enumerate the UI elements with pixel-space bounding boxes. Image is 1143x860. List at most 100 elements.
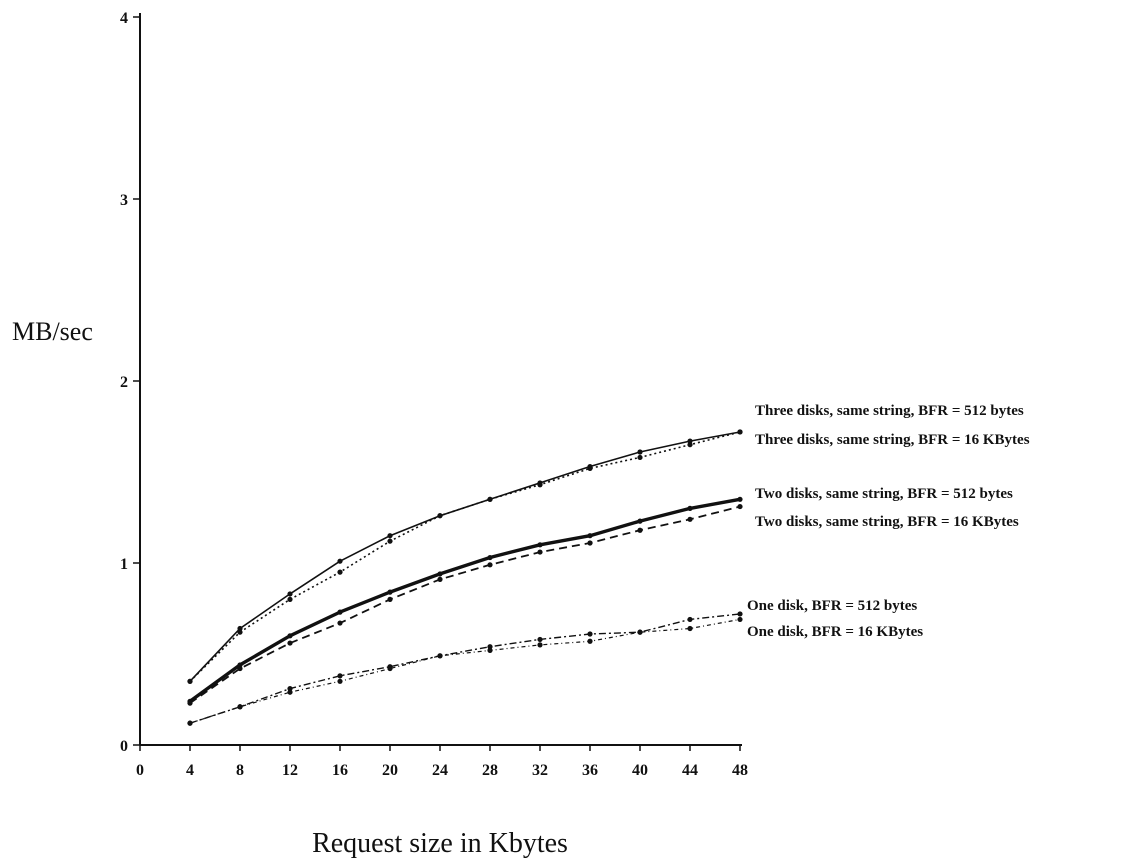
- data-point: [237, 662, 243, 668]
- x-tick-label: 8: [236, 762, 244, 779]
- data-point: [387, 665, 393, 672]
- legend-label: Three disks, same string, BFR = 16 KByte…: [755, 432, 1030, 448]
- data-point: [187, 700, 193, 706]
- data-point: [437, 653, 443, 659]
- y-tick-label: 1: [120, 556, 128, 573]
- y-tick-label: 0: [120, 738, 128, 755]
- x-tick-label: 48: [732, 762, 748, 779]
- data-point: [487, 644, 493, 650]
- x-tick-label: 32: [532, 762, 548, 779]
- data-point: [637, 527, 643, 533]
- x-tick-label: 20: [382, 762, 398, 779]
- x-tick-label: 16: [332, 762, 348, 779]
- series-4: [187, 503, 743, 706]
- data-point: [737, 496, 743, 502]
- data-point: [337, 620, 343, 626]
- data-point: [537, 482, 543, 488]
- data-point: [437, 576, 443, 582]
- data-point: [637, 454, 643, 461]
- data-point: [537, 636, 543, 643]
- data-point: [637, 518, 643, 524]
- data-point: [437, 513, 443, 519]
- series-line: [189, 431, 741, 682]
- data-point: [187, 678, 193, 684]
- data-point: [237, 704, 243, 710]
- data-point: [287, 591, 293, 597]
- x-tick-label: 28: [482, 762, 498, 779]
- data-point: [637, 629, 643, 635]
- data-point: [387, 589, 393, 595]
- data-point: [537, 542, 543, 548]
- y-axis-label: MB/sec: [12, 317, 93, 346]
- data-point: [587, 638, 593, 644]
- data-point: [187, 720, 193, 726]
- data-point: [737, 611, 743, 617]
- x-tick-label: 40: [632, 762, 648, 779]
- data-point: [687, 438, 693, 444]
- data-point: [537, 642, 543, 648]
- data-point: [237, 625, 243, 632]
- data-point: [537, 549, 543, 555]
- x-tick-label: 24: [432, 762, 448, 779]
- data-point: [487, 554, 493, 561]
- series-2: [187, 429, 743, 684]
- data-point: [587, 533, 593, 539]
- x-tick-label: 4: [186, 762, 194, 779]
- x-tick-label: 0: [136, 762, 144, 779]
- data-point: [387, 533, 393, 539]
- data-point: [337, 558, 343, 564]
- data-point: [287, 640, 293, 646]
- data-point: [287, 689, 293, 695]
- data-point: [337, 673, 343, 679]
- series-5: [187, 611, 743, 726]
- data-point: [337, 678, 343, 684]
- y-tick-label: 3: [120, 192, 128, 209]
- data-point: [287, 596, 293, 603]
- legend-label: Three disks, same string, BFR = 512 byte…: [755, 403, 1024, 419]
- data-point: [487, 496, 493, 502]
- data-point: [387, 538, 393, 544]
- data-point: [337, 609, 343, 615]
- y-tick-label: 2: [120, 374, 128, 391]
- data-point: [737, 503, 743, 510]
- series-line: [188, 497, 741, 703]
- data-point: [737, 429, 743, 435]
- legend-label: Two disks, same string, BFR = 16 KBytes: [755, 514, 1019, 530]
- data-point: [587, 465, 593, 471]
- data-point: [287, 685, 293, 692]
- data-point: [487, 562, 493, 568]
- y-tick-label: 4: [120, 10, 128, 27]
- legend: Three disks, same string, BFR = 512 byte…: [747, 403, 1030, 640]
- x-tick-label: 12: [282, 762, 298, 779]
- data-point: [637, 449, 643, 455]
- legend-label: One disk, BFR = 16 KBytes: [747, 624, 923, 640]
- data-point: [687, 505, 693, 511]
- data-point: [387, 596, 393, 603]
- data-point: [687, 625, 693, 632]
- series-line: [189, 505, 741, 704]
- series-6: [187, 616, 743, 726]
- legend-label: Two disks, same string, BFR = 512 bytes: [755, 486, 1013, 502]
- series-3: [187, 496, 743, 704]
- x-axis-label: Request size in Kbytes: [312, 828, 568, 859]
- data-point: [687, 442, 693, 448]
- data-point: [737, 616, 743, 623]
- data-point: [237, 629, 243, 635]
- x-tick-label: 44: [682, 762, 698, 779]
- series-line: [189, 613, 741, 724]
- data-point: [287, 633, 293, 639]
- data-point: [587, 631, 593, 637]
- series-line: [189, 618, 741, 724]
- series-layer: [187, 429, 743, 726]
- data-point: [337, 569, 343, 575]
- data-point: [437, 571, 443, 577]
- series-line: [189, 431, 741, 682]
- data-point: [687, 516, 693, 522]
- data-point: [587, 540, 593, 546]
- data-point: [487, 647, 493, 653]
- data-point: [687, 616, 693, 623]
- legend-label: One disk, BFR = 512 bytes: [747, 598, 917, 614]
- data-point: [237, 665, 243, 672]
